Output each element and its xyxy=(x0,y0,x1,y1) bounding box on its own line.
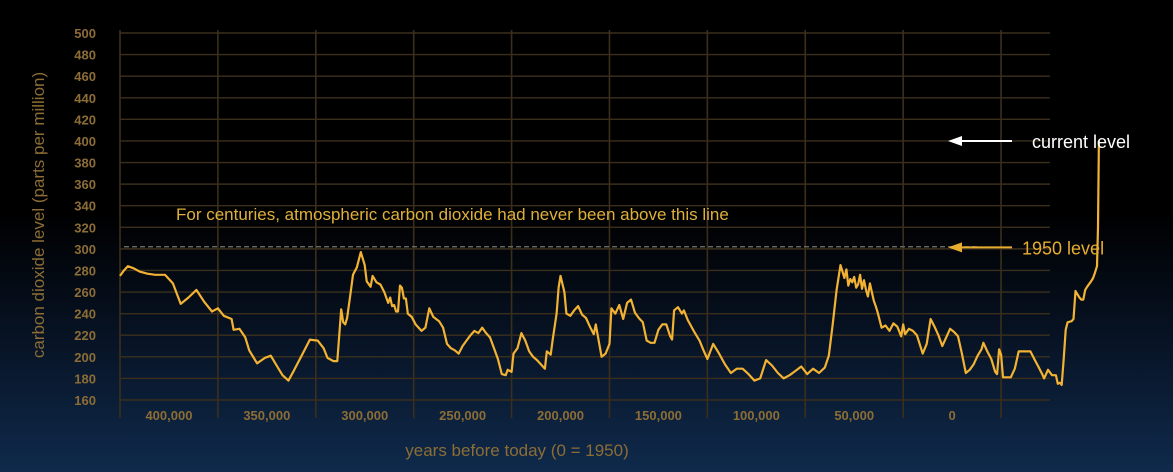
x-tick-label: 200,000 xyxy=(537,408,584,423)
y-tick-label: 420 xyxy=(74,112,96,127)
y-tick-label: 220 xyxy=(74,328,96,343)
x-tick-label: 400,000 xyxy=(145,408,192,423)
y-tick-label: 180 xyxy=(74,371,96,386)
arrow-head-icon xyxy=(948,242,962,253)
y-tick-label: 320 xyxy=(74,220,96,235)
annotation-arrows: current level 1950 level xyxy=(948,132,1130,258)
y-tick-label: 240 xyxy=(74,307,96,322)
annotation-label: current level xyxy=(1032,132,1130,152)
y-tick-label: 380 xyxy=(74,156,96,171)
x-tick-label: 250,000 xyxy=(439,408,486,423)
y-tick-label: 480 xyxy=(74,48,96,63)
x-axis-label: years before today (0 = 1950) xyxy=(405,441,629,460)
y-tick-label: 500 xyxy=(74,26,96,41)
y-tick-label: 160 xyxy=(74,393,96,408)
x-tick-label: 50,000 xyxy=(834,408,874,423)
y-tick-label: 400 xyxy=(74,134,96,149)
y-tick-label: 460 xyxy=(74,69,96,84)
grid-lines xyxy=(119,30,1050,418)
y-tick-labels: 160 180 200 220 240 260 280 300 320 340 360 380 400 4… xyxy=(74,26,96,408)
x-tick-label: 350,000 xyxy=(243,408,290,423)
arrow-head-icon xyxy=(948,135,962,146)
y-tick-label: 340 xyxy=(74,199,96,214)
y-tick-label: 440 xyxy=(74,91,96,106)
co2-series-line xyxy=(119,140,1100,386)
y-tick-label: 260 xyxy=(74,285,96,300)
y-tick-label: 360 xyxy=(74,177,96,192)
y-tick-label: 200 xyxy=(74,350,96,365)
y-tick-label: 280 xyxy=(74,263,96,278)
x-tick-labels: 400,000 350,000 300,000 250,000 200,000 150,0… xyxy=(145,408,955,423)
y-axis-label: carbon dioxide level (parts per million) xyxy=(29,72,48,358)
x-tick-label: 300,000 xyxy=(341,408,388,423)
x-tick-label: 150,000 xyxy=(635,408,682,423)
y-tick-label: 300 xyxy=(74,242,96,257)
annotation-label: 1950 level xyxy=(1022,238,1104,258)
x-tick-label: 0 xyxy=(948,408,955,423)
x-tick-label: 100,000 xyxy=(733,408,780,423)
reference-line-label: For centuries, atmospheric carbon dioxid… xyxy=(176,205,729,224)
